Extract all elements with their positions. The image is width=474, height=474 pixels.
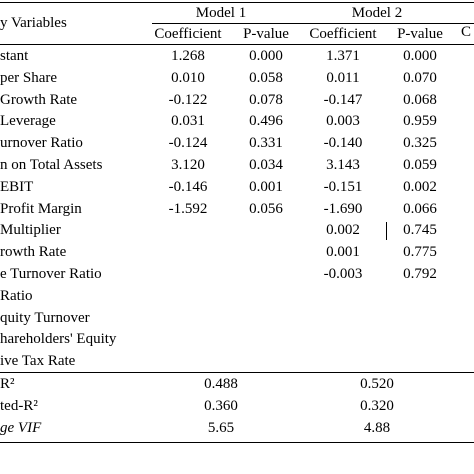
model2-coefficient: -1.690 xyxy=(323,201,363,217)
row-label: hareholders' Equity xyxy=(0,331,117,347)
top-rule xyxy=(0,2,474,3)
model1-pvalue: 0.056 xyxy=(249,201,283,217)
stat-model2: 0.320 xyxy=(360,398,394,414)
model2-coefficient: -0.003 xyxy=(323,266,363,282)
header-model-3-partial: C xyxy=(460,24,472,40)
row-label: urnover Ratio xyxy=(0,135,83,151)
model2-coefficient: 0.002 xyxy=(326,222,360,238)
model1-coefficient: 0.010 xyxy=(171,70,205,86)
model1-coefficient: -0.146 xyxy=(168,179,208,195)
row-label: stant xyxy=(0,48,29,64)
model1-coefficient: 1.268 xyxy=(171,48,205,64)
row-label: Growth Rate xyxy=(0,92,78,108)
header-bottom-rule xyxy=(0,44,474,45)
model2-coefficient: -0.147 xyxy=(323,92,363,108)
model1-coefficient: -1.592 xyxy=(168,201,208,217)
model2-pvalue: 0.002 xyxy=(403,179,437,195)
model1-pvalue: 0.496 xyxy=(249,113,283,129)
model2-coefficient: 1.371 xyxy=(326,48,360,64)
stat-model2: 4.88 xyxy=(363,420,391,436)
model2-pvalue: 0.068 xyxy=(403,92,437,108)
stat-model2: 0.520 xyxy=(360,376,394,392)
row-label: n on Total Assets xyxy=(0,157,103,173)
model2-pvalue: 0.059 xyxy=(403,157,437,173)
subheader-m1-pvalue: P-value xyxy=(243,26,289,42)
model2-pvalue: 0.070 xyxy=(403,70,437,86)
row-label: EBIT xyxy=(0,179,34,195)
stat-model1: 5.65 xyxy=(207,420,235,436)
stat-model1: 0.360 xyxy=(204,398,238,414)
stat-label: ge VIF xyxy=(0,420,42,436)
header-model-2: Model 2 xyxy=(351,5,403,21)
model2-coefficient: -0.140 xyxy=(323,135,363,151)
cell-divider-mark xyxy=(386,222,387,240)
stat-model1: 0.488 xyxy=(204,376,238,392)
subheader-m2-pvalue: P-value xyxy=(397,26,443,42)
model1-pvalue: 0.034 xyxy=(249,157,283,173)
model2-pvalue: 0.066 xyxy=(403,201,437,217)
model2-coefficient: 0.003 xyxy=(326,113,360,129)
header-mid-rule xyxy=(152,23,474,24)
model2-pvalue: 0.325 xyxy=(403,135,437,151)
row-label: per Share xyxy=(0,70,58,86)
model1-coefficient: -0.124 xyxy=(168,135,208,151)
stat-label: R² xyxy=(0,376,15,392)
model2-coefficient: 3.143 xyxy=(326,157,360,173)
model1-pvalue: 0.000 xyxy=(249,48,283,64)
model1-pvalue: 0.001 xyxy=(249,179,283,195)
model2-coefficient: 0.001 xyxy=(326,244,360,260)
model1-pvalue: 0.078 xyxy=(249,92,283,108)
model1-coefficient: 0.031 xyxy=(171,113,205,129)
model2-pvalue: 0.000 xyxy=(403,48,437,64)
stats-rule xyxy=(0,372,474,373)
header-variables-label: y Variables xyxy=(0,15,67,31)
row-label: ive Tax Rate xyxy=(0,353,76,369)
row-label: Ratio xyxy=(0,288,33,304)
header-model-1: Model 1 xyxy=(195,5,247,21)
row-label: Multiplier xyxy=(0,222,61,238)
model2-pvalue: 0.775 xyxy=(403,244,437,260)
model1-coefficient: 3.120 xyxy=(171,157,205,173)
row-label: Leverage xyxy=(0,113,56,129)
model1-pvalue: 0.331 xyxy=(249,135,283,151)
row-label: Profit Margin xyxy=(0,201,82,217)
row-label: rowth Rate xyxy=(0,244,67,260)
model2-coefficient: 0.011 xyxy=(326,70,360,86)
model2-pvalue: 0.792 xyxy=(403,266,437,282)
bottom-rule xyxy=(0,442,474,443)
model1-pvalue: 0.058 xyxy=(249,70,283,86)
model2-pvalue: 0.959 xyxy=(403,113,437,129)
subheader-m1-coefficient: Coefficient xyxy=(154,26,222,42)
model2-coefficient: -0.151 xyxy=(323,179,363,195)
model2-pvalue: 0.745 xyxy=(403,222,437,238)
row-label: e Turnover Ratio xyxy=(0,266,102,282)
model1-coefficient: -0.122 xyxy=(168,92,208,108)
row-label: quity Turnover xyxy=(0,310,90,326)
subheader-m2-coefficient: Coefficient xyxy=(309,26,377,42)
stat-label: ted-R² xyxy=(0,398,38,414)
